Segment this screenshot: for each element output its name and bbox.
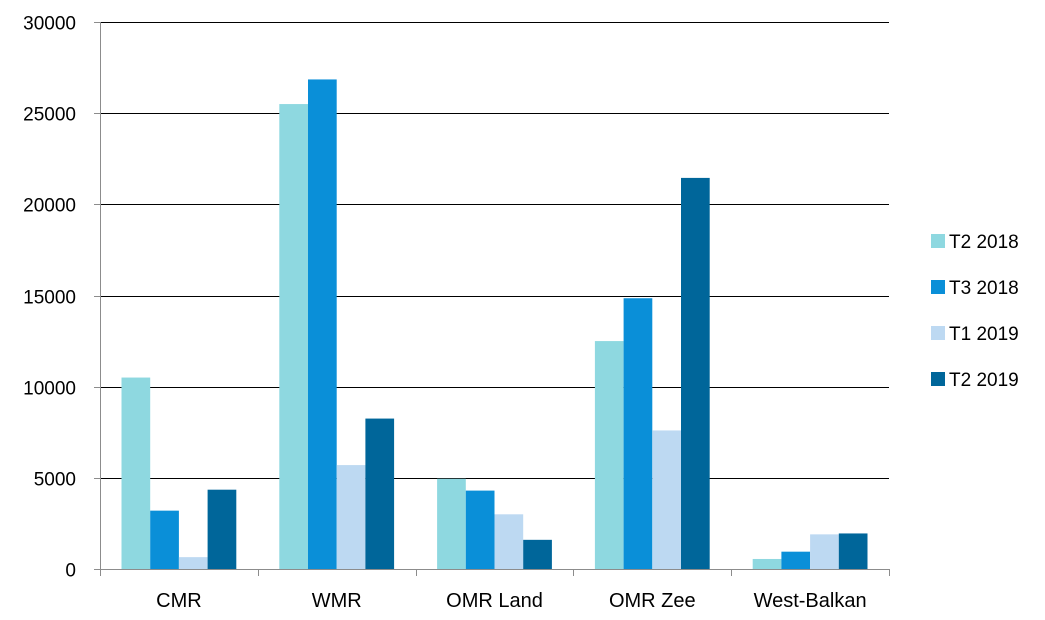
bar-west-balkan-t2-2018	[752, 558, 782, 569]
legend-label: T3 2018	[949, 278, 1019, 299]
x-category-label: West-Balkan	[754, 590, 867, 612]
bar-omr-land-t3-2018	[465, 490, 495, 569]
bar-cmr-t1-2019	[178, 557, 208, 569]
bar-west-balkan-t2-2019	[838, 533, 868, 569]
legend-item-t1-2019: T1 2019	[931, 324, 1019, 345]
bars	[121, 79, 868, 570]
y-tick-label: 25000	[23, 105, 76, 126]
y-tick-label: 0	[65, 561, 76, 582]
gridlines	[100, 22, 889, 479]
y-tick-label: 20000	[23, 196, 76, 217]
y-axis-tick-labels: 0 5000 10000 15000 20000 25000 30000	[23, 14, 76, 582]
legend-item-t3-2018: T3 2018	[931, 278, 1019, 299]
x-category-label: OMR Land	[446, 590, 543, 612]
x-category-label: CMR	[156, 590, 202, 612]
legend-label: T2 2018	[949, 232, 1019, 253]
y-tick-label: 5000	[34, 470, 76, 491]
legend-label: T1 2019	[949, 324, 1019, 345]
y-tick-label: 10000	[23, 379, 76, 400]
x-category-label: WMR	[312, 590, 362, 612]
bar-omr-land-t2-2018	[437, 478, 466, 569]
legend-swatch	[931, 280, 945, 294]
bar-omr-zee-t1-2019	[652, 430, 681, 569]
x-axis-category-labels: CMR WMR OMR Land OMR Zee West-Balkan	[156, 590, 866, 612]
y-tick-label: 30000	[23, 14, 76, 35]
x-category-label: OMR Zee	[609, 590, 696, 612]
bar-wmr-t1-2019	[336, 465, 366, 569]
legend-swatch	[931, 372, 945, 386]
bar-omr-land-t1-2019	[494, 514, 524, 569]
bar-wmr-t2-2018	[279, 104, 308, 570]
legend: T2 2018 T3 2018 T1 2019 T2 2019	[931, 232, 1019, 391]
bar-omr-zee-t2-2019	[681, 177, 710, 569]
legend-swatch	[931, 234, 945, 248]
bar-omr-zee-t2-2018	[594, 341, 624, 569]
bar-wmr-t3-2018	[308, 79, 337, 569]
bar-omr-land-t2-2019	[523, 539, 552, 569]
bar-cmr-t3-2018	[150, 510, 179, 569]
bar-cmr-t2-2019	[207, 489, 237, 569]
legend-label: T2 2019	[949, 370, 1019, 391]
legend-swatch	[931, 326, 945, 340]
legend-item-t2-2019: T2 2019	[931, 370, 1019, 391]
bar-wmr-t2-2019	[365, 418, 395, 569]
bar-west-balkan-t1-2019	[810, 534, 839, 569]
bar-west-balkan-t3-2018	[781, 551, 811, 569]
bar-cmr-t2-2018	[121, 377, 151, 569]
bar-omr-zee-t3-2018	[623, 298, 653, 569]
y-tick-label: 15000	[23, 288, 76, 309]
legend-item-t2-2018: T2 2018	[931, 232, 1019, 253]
axes	[94, 22, 890, 576]
